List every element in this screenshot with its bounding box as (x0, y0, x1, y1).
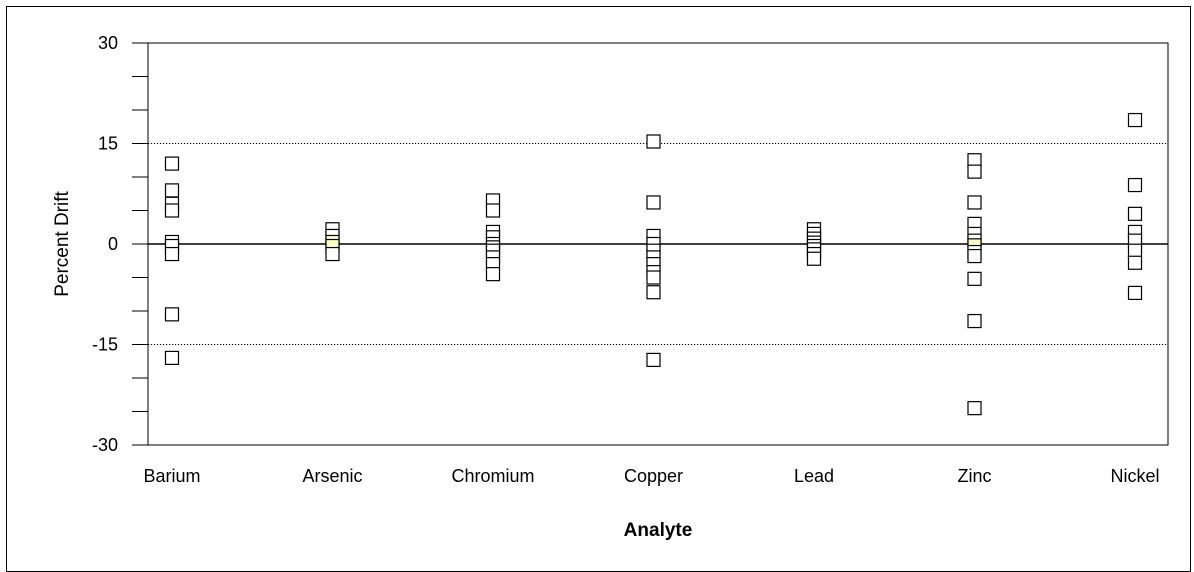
data-point (646, 195, 661, 210)
x-tick-label: Chromium (451, 466, 534, 486)
data-point (967, 248, 982, 264)
data-point (967, 271, 982, 286)
data-point (646, 352, 661, 368)
x-tick-label: Copper (624, 466, 683, 486)
x-tick-label: Nickel (1110, 466, 1159, 486)
data-point (967, 164, 982, 179)
data-point (806, 251, 822, 266)
data-point (164, 203, 180, 218)
data-point (164, 307, 180, 322)
y-tick-label: -30 (92, 435, 118, 455)
data-point (646, 285, 661, 300)
data-point (967, 195, 982, 210)
data-point (646, 270, 661, 285)
y-tick-label: -15 (92, 335, 118, 355)
data-point (646, 134, 661, 149)
data-point (1127, 255, 1143, 270)
x-tick-label: Zinc (957, 466, 991, 486)
data-point (1127, 206, 1143, 221)
y-axis-title: Percent Drift (52, 190, 73, 296)
y-tick-label: 15 (98, 134, 118, 154)
data-point (164, 350, 180, 365)
x-tick-label: Arsenic (302, 466, 362, 486)
y-tick-label: 0 (108, 234, 118, 254)
x-tick-label: Barium (143, 466, 200, 486)
data-point (164, 156, 180, 171)
data-point (967, 313, 982, 329)
y-tick-label: 30 (98, 33, 118, 53)
data-point (1127, 177, 1143, 193)
data-point (164, 183, 180, 198)
data-point (1127, 112, 1143, 128)
data-point (485, 267, 501, 282)
data-point (967, 401, 982, 416)
x-axis-title: Analyte (624, 520, 693, 541)
data-point (485, 203, 501, 218)
data-point (1127, 243, 1143, 258)
x-tick-label: Lead (794, 466, 834, 486)
chart-axes: 30 15 0 -15 -30 Barium Arsenic Chromium Copper Le… (92, 33, 1169, 486)
data-point (164, 246, 180, 262)
data-point (1127, 285, 1143, 301)
chart-marks (164, 112, 1143, 416)
data-point (325, 246, 340, 262)
